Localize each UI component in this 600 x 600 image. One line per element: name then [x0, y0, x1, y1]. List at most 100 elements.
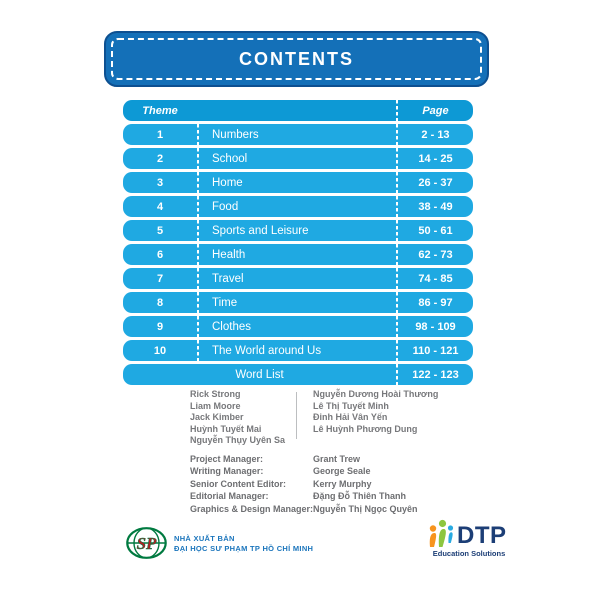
- theme-name: Home: [212, 176, 243, 189]
- column-separator: [197, 196, 199, 217]
- theme-number: 1: [156, 128, 164, 141]
- column-separator: [396, 292, 398, 313]
- author-name: Nguyễn Thụy Uyên Sa: [190, 435, 286, 445]
- role-line: Project Manager: Grant Trew: [190, 453, 418, 465]
- author-name: Rick Strong: [190, 389, 241, 399]
- role-person-name: Kerry Murphy: [313, 478, 372, 489]
- role-label: Editorial Manager:: [190, 491, 269, 502]
- author-name: Jack Kimber: [190, 412, 244, 422]
- column-separator: [197, 292, 199, 313]
- theme-number: 3: [156, 176, 164, 189]
- toc-row: 10 The World around Us 110 - 121: [123, 340, 473, 361]
- theme-number: 10: [153, 344, 167, 357]
- page-range: 14 - 25: [418, 152, 453, 165]
- word-list-row: Word List 122 - 123: [123, 364, 473, 385]
- dtp-people-icon: [429, 519, 454, 547]
- page-title: CONTENTS: [239, 48, 354, 69]
- column-separator: [396, 124, 398, 145]
- column-separator: [197, 124, 199, 145]
- page-range: 62 - 73: [418, 248, 453, 261]
- role-person-name: Đặng Đỗ Thiên Thanh: [313, 491, 406, 502]
- theme-name: Clothes: [212, 320, 251, 333]
- role-label: Graphics & Design Manager:: [190, 503, 314, 514]
- toc-row: 4 Food 38 - 49: [123, 196, 473, 217]
- role-line: Editorial Manager: Đặng Đỗ Thiên Thanh: [190, 490, 418, 502]
- theme-name: Time: [212, 296, 238, 309]
- role-label: Project Manager:: [190, 454, 264, 464]
- toc-row: 5 Sports and Leisure 50 - 61: [123, 220, 473, 241]
- theme-name: Travel: [212, 272, 244, 285]
- column-separator: [396, 340, 398, 361]
- toc-row: 6 Health 62 - 73: [123, 244, 473, 265]
- column-separator: [396, 316, 398, 337]
- dtp-block: DTP Education Solutions: [428, 519, 510, 558]
- role-label: Senior Content Editor:: [190, 478, 286, 489]
- role-line: Senior Content Editor: Kerry Murphy: [190, 478, 418, 490]
- role-label: Writing Manager:: [190, 466, 264, 477]
- author-name: Lê Thị Tuyết Minh: [313, 400, 389, 411]
- page-range: 50 - 61: [418, 224, 453, 237]
- column-separator: [197, 316, 199, 337]
- page-range: 98 - 109: [415, 320, 456, 333]
- theme-number: 2: [156, 152, 164, 165]
- theme-number: 5: [156, 224, 164, 237]
- toc-row: 3 Home 26 - 37: [123, 172, 473, 193]
- page-column-header: Page: [422, 104, 449, 117]
- toc-header-row: Theme Page: [123, 100, 473, 121]
- word-list-pages: 122 - 123: [412, 368, 459, 381]
- theme-name: Numbers: [212, 128, 259, 141]
- theme-name: Food: [212, 200, 239, 213]
- page-range: 38 - 49: [418, 200, 453, 213]
- contents-banner: CONTENTS: [104, 31, 489, 87]
- author-name: Nguyễn Dương Hoài Thương: [313, 389, 439, 399]
- authors-column-left: Rick Strong Liam Moore Jack Kimber Huỳnh…: [190, 389, 285, 447]
- theme-number: 9: [156, 320, 164, 333]
- toc-rows: 1 Numbers 2 - 13 2 School 14 - 25 3 Home…: [123, 124, 473, 361]
- theme-name: Health: [212, 248, 246, 261]
- column-separator: [396, 100, 398, 121]
- column-separator: [396, 244, 398, 265]
- column-separator: [396, 268, 398, 289]
- theme-name: School: [212, 152, 248, 165]
- column-separator: [197, 220, 199, 241]
- toc-row: 7 Travel 74 - 85: [123, 268, 473, 289]
- theme-number: 7: [156, 272, 164, 285]
- theme-number: 8: [156, 296, 164, 309]
- column-separator: [197, 172, 199, 193]
- column-separator: [197, 340, 199, 361]
- column-separator: [197, 148, 199, 169]
- toc-row: 1 Numbers 2 - 13: [123, 124, 473, 145]
- publisher-line2: ĐẠI HỌC SƯ PHẠM TP HỒ CHÍ MINH: [174, 543, 314, 553]
- page-range: 26 - 37: [418, 176, 453, 189]
- role-line: Graphics & Design Manager: Nguyễn Thị Ng…: [190, 503, 418, 515]
- author-name: Lê Huỳnh Phương Dung: [313, 423, 418, 434]
- dtp-tagline: Education Solutions: [432, 549, 506, 558]
- theme-name: Sports and Leisure: [212, 224, 309, 237]
- role-line: Writing Manager: George Seale: [190, 465, 418, 477]
- column-separator: [396, 364, 398, 385]
- theme-column-header: Theme: [142, 104, 178, 117]
- page-range: 86 - 97: [418, 296, 453, 309]
- toc-row: 8 Time 86 - 97: [123, 292, 473, 313]
- publisher-block: SP NHÀ XUẤT BẢN ĐẠI HỌC SƯ PHẠM TP HỒ CH…: [126, 527, 313, 559]
- sp-publisher-logo-icon: SP: [126, 527, 167, 559]
- author-name: Liam Moore: [190, 400, 241, 411]
- toc-row: 9 Clothes 98 - 109: [123, 316, 473, 337]
- role-person-name: George Seale: [313, 466, 371, 477]
- toc-table: Theme Page 1 Numbers 2 - 13 2 School 14 …: [123, 100, 473, 388]
- role-person-name: Grant Trew: [313, 454, 361, 464]
- author-name: Đinh Hải Vân Yến: [313, 412, 388, 422]
- author-name: Huỳnh Tuyết Mai: [190, 423, 262, 434]
- column-separator: [396, 172, 398, 193]
- publisher-line1: NHÀ XUẤT BẢN: [174, 533, 235, 543]
- toc-row: 2 School 14 - 25: [123, 148, 473, 169]
- page-range: 74 - 85: [418, 272, 453, 285]
- column-separator: [197, 268, 199, 289]
- column-separator: [197, 244, 199, 265]
- column-separator: [396, 220, 398, 241]
- authors-divider: [296, 392, 297, 439]
- authors-column-right: Nguyễn Dương Hoài Thương Lê Thị Tuyết Mi…: [313, 389, 438, 435]
- theme-number: 4: [156, 200, 164, 213]
- page-range: 110 - 121: [412, 344, 459, 357]
- dtp-logo-text: DTP: [457, 522, 507, 549]
